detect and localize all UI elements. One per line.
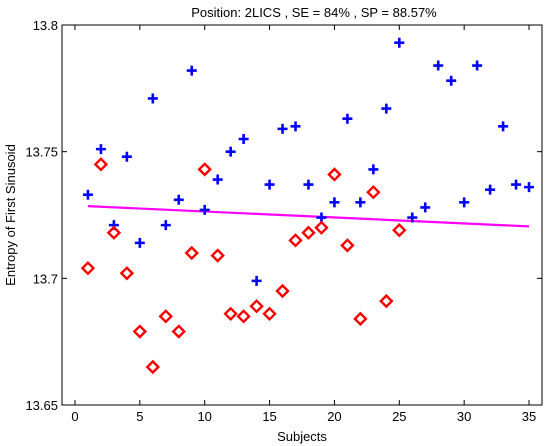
diamond-marker (314, 220, 329, 235)
plus-marker (264, 179, 275, 190)
plus-marker (394, 37, 405, 48)
y-tick-label: 13.7 (33, 271, 58, 286)
plus-marker (433, 60, 444, 71)
diamond-marker (171, 324, 186, 339)
axis-ticks: 0 5 10 15 20 25 30 35 13.65 13.7 13.75 13.8 (25, 18, 542, 424)
diamond-marker (80, 261, 96, 276)
plus-marker (368, 164, 379, 175)
plus-marker (225, 146, 236, 157)
plus-marker (498, 121, 509, 132)
plus-marker (199, 204, 210, 215)
plus-marker (381, 103, 392, 114)
plus-marker (147, 93, 158, 104)
plus-marker (459, 197, 470, 208)
plus-marker (134, 237, 145, 248)
plus-marker (420, 202, 431, 213)
diamond-marker (197, 162, 212, 177)
y-tick-label: 13.65 (25, 398, 58, 413)
diamond-marker (249, 299, 264, 314)
x-tick-label: 25 (392, 409, 406, 424)
x-tick-label: 5 (136, 409, 143, 424)
plus-marker (524, 182, 535, 193)
plus-marker (407, 212, 418, 223)
diamond-marker (262, 306, 277, 321)
trend-line-layer (87, 205, 530, 228)
diamond-marker (288, 233, 303, 248)
diamond-marker (327, 167, 342, 182)
plus-marker (173, 194, 184, 205)
plus-marker (485, 184, 496, 195)
plus-marker (121, 151, 132, 162)
diamond-marker (106, 225, 122, 240)
plus-marker (82, 189, 93, 200)
trend-line (87, 205, 530, 228)
diamond-marker (158, 309, 173, 324)
diamond-marker (223, 306, 238, 321)
diamond-marker (353, 311, 368, 327)
x-tick-label: 0 (71, 409, 78, 424)
diamond-marker (132, 324, 148, 339)
diamond-marker (275, 283, 290, 299)
plus-marker (238, 134, 249, 144)
x-tick-label: 20 (327, 409, 341, 424)
diamond-marker (379, 293, 394, 309)
x-tick-label: 35 (522, 409, 536, 424)
plus-marker (186, 65, 197, 76)
plus-marker (446, 75, 457, 86)
x-tick-label: 10 (197, 409, 211, 424)
plus-marker (95, 144, 106, 155)
x-tick-label: 30 (457, 409, 471, 424)
y-tick-label: 13.75 (25, 145, 58, 160)
plus-marker (290, 121, 301, 132)
y-axis-label: Entropy of First Sinusoid (3, 144, 18, 286)
plus-marker (251, 275, 262, 286)
x-axis-label: Subjects (277, 429, 327, 444)
plus-marker (277, 123, 288, 134)
x-tick-label: 15 (262, 409, 276, 424)
plus-marker (329, 197, 340, 208)
diamond-marker (210, 248, 225, 263)
chart-title: Position: 2LICS , SE = 84% , SP = 88.57% (191, 5, 437, 20)
plus-marker (511, 179, 522, 190)
y-tick-label: 13.8 (33, 18, 58, 33)
diamond-marker (145, 359, 161, 375)
diamond-marker (301, 225, 316, 240)
diamond-marker (236, 309, 251, 324)
data-points-layer (80, 37, 535, 375)
plus-marker (342, 113, 353, 124)
diamond-marker (392, 223, 407, 238)
plus-marker (472, 60, 483, 71)
diamond-marker (119, 266, 135, 281)
diamond-marker (340, 238, 355, 253)
plus-marker (355, 197, 366, 208)
plus-marker (212, 174, 223, 185)
diamond-marker (366, 185, 381, 200)
plus-marker (303, 179, 314, 190)
plus-marker (160, 220, 171, 231)
diamond-marker (184, 245, 199, 261)
diamond-marker (93, 157, 109, 172)
